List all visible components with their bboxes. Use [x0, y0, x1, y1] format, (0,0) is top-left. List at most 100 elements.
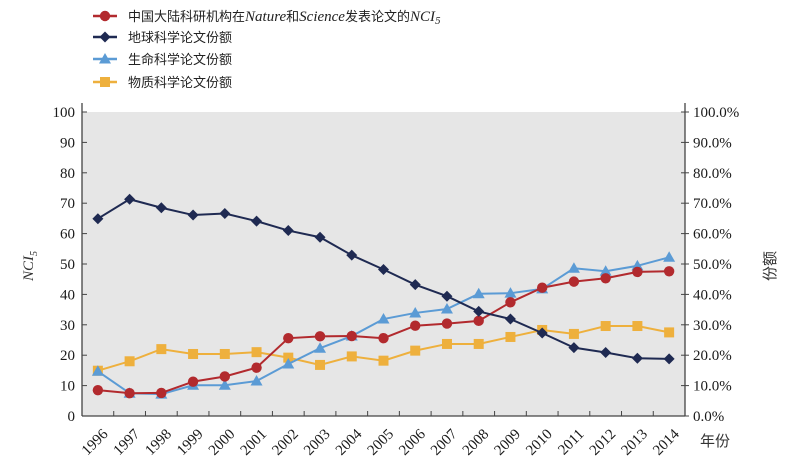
data-point-square: [441, 338, 452, 349]
data-point-triangle: [440, 302, 453, 314]
data-point-diamond: [568, 342, 580, 354]
data-point-diamond: [441, 290, 453, 302]
data-point-square: [568, 328, 579, 339]
data-point-square: [219, 348, 230, 359]
y-right-tick-label: 40.0%: [693, 287, 732, 303]
data-point-diamond: [473, 305, 485, 317]
data-point-circle: [632, 266, 643, 278]
y-axis-right-title: 份额: [762, 251, 779, 281]
data-point-circle: [187, 376, 199, 387]
legend-item-circle: 中国大陆科研机构在Nature和Science发表论文的NCI5: [93, 9, 441, 27]
y-left-tick-label: 60: [60, 227, 75, 243]
x-tick-label: 1998: [142, 426, 175, 459]
y-right-tick-label: 0.0%: [693, 409, 724, 425]
y-left-tick-label: 80: [60, 166, 75, 182]
data-point-circle: [92, 384, 104, 396]
x-tick-label: 2005: [365, 426, 398, 459]
legend-item-square: 物质科学论文份额: [93, 75, 232, 91]
data-point-circle: [473, 315, 484, 327]
x-tick-label: 1999: [174, 426, 207, 459]
data-point-square: [664, 327, 675, 338]
y-left-tick-label: 90: [60, 135, 75, 151]
y-left-tick-label: 40: [60, 287, 75, 303]
y-right-tick-label: 20.0%: [693, 348, 732, 364]
y-left-tick-label: 100: [53, 105, 76, 121]
data-point-triangle: [472, 287, 485, 299]
y-right-tick-label: 90.0%: [693, 135, 732, 151]
data-point-square: [410, 345, 421, 356]
data-point-triangle: [91, 365, 104, 376]
data-point-diamond: [631, 352, 643, 364]
data-point-square: [632, 321, 643, 332]
legend-label: 物质科学论文份额: [128, 75, 232, 91]
data-point-circle: [378, 332, 389, 344]
data-point-diamond: [504, 313, 516, 325]
data-point-circle: [600, 273, 611, 284]
data-point-triangle: [282, 358, 295, 369]
data-point-diamond: [187, 209, 199, 221]
data-point-diamond: [346, 249, 358, 261]
x-tick-label: 2003: [301, 426, 334, 459]
data-point-diamond: [536, 327, 548, 339]
y-right-tick-label: 10.0%: [693, 379, 732, 395]
y-left-tick-label: 0: [68, 409, 76, 425]
series-circle: [92, 266, 675, 399]
x-tick-label: 2013: [618, 426, 651, 459]
data-point-triangle: [218, 379, 231, 390]
data-point-diamond: [155, 202, 167, 214]
x-tick-label: 2014: [650, 426, 683, 459]
x-tick-label: 2009: [492, 426, 525, 459]
data-point-circle: [505, 297, 516, 308]
data-point-circle: [346, 330, 357, 342]
legend-label: 生命科学论文份额: [128, 52, 232, 68]
data-point-square: [188, 348, 199, 359]
data-point-diamond: [219, 208, 231, 220]
x-axis-title: 年份: [700, 433, 730, 450]
data-point-diamond: [600, 346, 612, 358]
data-point-circle: [251, 362, 262, 373]
x-tick-label: 2012: [587, 426, 620, 459]
x-tick-label: 2002: [269, 426, 302, 459]
y-right-tick-label: 50.0%: [693, 257, 732, 273]
data-point-circle: [219, 371, 231, 382]
y-left-tick-label: 50: [60, 257, 75, 273]
x-tick-label: 2007: [428, 426, 461, 459]
legend-marker-circle-icon: [99, 10, 111, 22]
legend-item-diamond: 地球科学论文份额: [93, 30, 232, 46]
y-right-tick-label: 60.0%: [693, 227, 732, 243]
data-point-square: [251, 347, 262, 358]
data-point-triangle: [567, 262, 580, 273]
x-tick-label: 2000: [206, 426, 239, 459]
data-point-circle: [314, 331, 326, 342]
y-axis-left-title-main: NCI: [21, 255, 37, 282]
x-tick-label: 1996: [79, 426, 112, 459]
y-right-tick-label: 30.0%: [693, 318, 732, 334]
x-tick-label: 2010: [523, 426, 556, 459]
data-point-square: [378, 355, 389, 366]
data-point-square: [346, 351, 357, 362]
data-point-circle: [156, 387, 167, 399]
data-point-square: [283, 352, 294, 363]
legend-marker-square-icon: [100, 77, 110, 87]
x-tick-label: 2008: [460, 426, 493, 459]
data-point-triangle: [314, 342, 327, 353]
data-point-triangle: [409, 306, 422, 318]
data-point-diamond: [92, 213, 104, 225]
data-point-circle: [410, 320, 421, 331]
data-point-circle: [568, 276, 580, 287]
data-point-square: [315, 359, 326, 370]
data-point-diamond: [663, 353, 675, 365]
legend-label: 中国大陆科研机构在Nature和Science发表论文的NCI5: [128, 9, 441, 27]
data-point-diamond: [282, 225, 294, 237]
legend-item-triangle: 生命科学论文份额: [93, 52, 232, 68]
data-point-square: [156, 344, 167, 355]
x-tick-label: 2006: [396, 426, 429, 459]
data-point-diamond: [409, 279, 421, 291]
data-point-triangle: [599, 265, 612, 276]
data-point-square: [473, 338, 484, 349]
axes: 0 10 20 30 40 50 60 70 80 90 100 0.0% 10.0% 20.0% 30.0…: [53, 103, 739, 425]
x-tick-labels: 1996 1997 1998 1999 2000 2001 2002 2003 2004 2005…: [79, 426, 683, 459]
data-point-diamond: [314, 231, 326, 243]
data-point-triangle: [250, 375, 263, 386]
